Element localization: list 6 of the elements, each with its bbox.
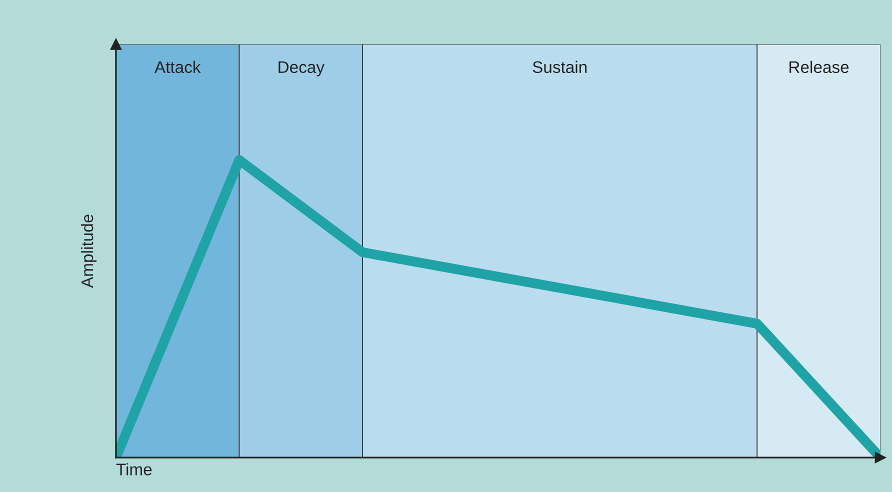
text: Attack: [154, 60, 201, 74]
text: Release: [790, 60, 849, 74]
text: Sustain: [532, 60, 587, 74]
x-axis-title: Time: [116, 463, 152, 476]
y-axis-title: Amplitude: [80, 214, 97, 288]
text: Decay: [278, 61, 324, 76]
